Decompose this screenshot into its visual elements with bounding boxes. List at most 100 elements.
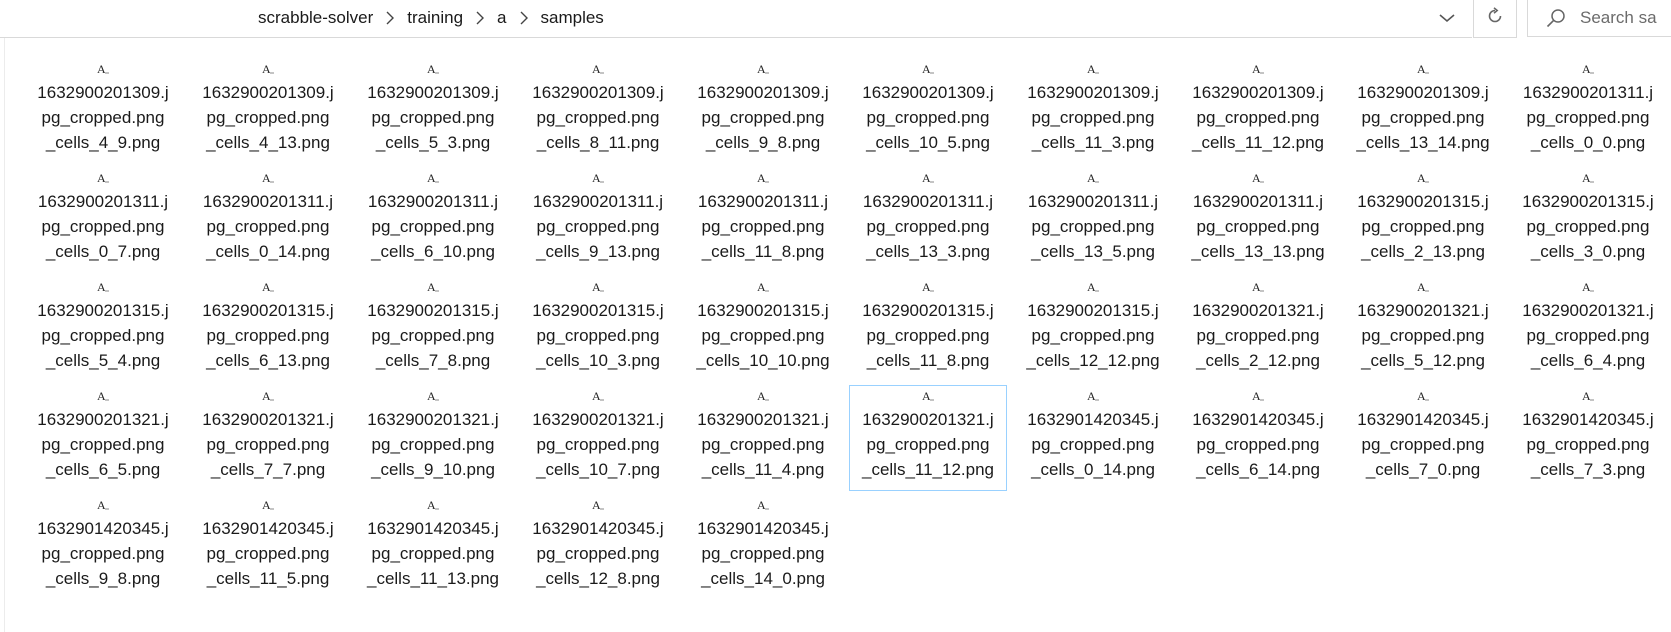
svg-text:A: A [427, 389, 436, 403]
file-item[interactable]: A 1632900201315.j pg_cropped.png _cells_10_… [519, 276, 677, 382]
file-item[interactable]: A 1632900201311.j pg_cropped.png _cells_13_… [849, 167, 1007, 273]
file-item[interactable]: A 1632900201315.j pg_cropped.png _cells_6_1… [189, 276, 347, 382]
file-name-line: _cells_11_13.png [366, 569, 499, 588]
svg-text:A: A [262, 171, 271, 185]
file-name-line: pg_cropped.png [206, 544, 330, 563]
file-name-line: 1632900201311.j [202, 192, 334, 211]
search-box[interactable] [1527, 0, 1671, 37]
file-item[interactable]: A 1632900201315.j pg_cropped.png _cells_5_4… [24, 276, 182, 382]
file-name-line: 1632900201309.j [1192, 83, 1324, 102]
file-item[interactable]: A 1632900201315.j pg_cropped.png _cells_12_… [1014, 276, 1172, 382]
file-item[interactable]: A 1632900201315.j pg_cropped.png _cells_2_1… [1344, 167, 1502, 273]
file-item[interactable]: A 1632901420345.j pg_cropped.png _cells_12_… [519, 494, 677, 600]
file-item[interactable]: A 1632900201315.j pg_cropped.png _cells_10_… [684, 276, 842, 382]
file-name: 1632901420345.j pg_cropped.png _cells_11_1… [358, 516, 508, 591]
svg-text:A: A [262, 62, 271, 76]
breadcrumb-item-samples[interactable]: samples [540, 8, 604, 27]
file-item[interactable]: A 1632900201309.j pg_cropped.png _cells_11_… [1179, 58, 1337, 164]
breadcrumb-item-training[interactable]: training [407, 8, 464, 27]
file-name-line: _cells_5_3.png [375, 133, 491, 152]
file-item[interactable]: A 1632900201309.j pg_cropped.png _cells_11_… [1014, 58, 1172, 164]
svg-text:A: A [922, 389, 931, 403]
svg-text:A: A [1087, 171, 1096, 185]
file-item[interactable]: A 1632901420345.j pg_cropped.png _cells_14_… [684, 494, 842, 600]
file-name-line: _cells_14_0.png [701, 569, 825, 588]
file-name-line: pg_cropped.png [41, 108, 165, 127]
file-item[interactable]: A 1632901420345.j pg_cropped.png _cells_0_1… [1014, 385, 1172, 491]
file-item[interactable]: A 1632900201321.j pg_cropped.png _cells_6_5… [24, 385, 182, 491]
file-name-line: pg_cropped.png [1526, 326, 1650, 345]
file-item[interactable]: A 1632900201309.j pg_cropped.png _cells_4_9… [24, 58, 182, 164]
chevron-right-icon[interactable] [469, 7, 491, 29]
file-name-line: 1632900201315.j [697, 301, 829, 320]
file-item[interactable]: A 1632900201311.j pg_cropped.png _cells_9_1… [519, 167, 677, 273]
file-item[interactable]: A 1632900201311.j pg_cropped.png _cells_11_… [684, 167, 842, 273]
file-item[interactable]: A 1632901420345.j pg_cropped.png _cells_6_1… [1179, 385, 1337, 491]
file-item[interactable]: A 1632900201309.j pg_cropped.png _cells_4_1… [189, 58, 347, 164]
file-item[interactable]: A 1632900201321.j pg_cropped.png _cells_7_7… [189, 385, 347, 491]
font-file-icon: A [95, 170, 111, 186]
file-item[interactable]: A 1632900201321.j pg_cropped.png _cells_6_4… [1509, 276, 1667, 382]
file-item[interactable]: A 1632900201321.j pg_cropped.png _cells_11_… [684, 385, 842, 491]
svg-text:A: A [1417, 389, 1426, 403]
file-item[interactable]: A 1632900201311.j pg_cropped.png _cells_0_1… [189, 167, 347, 273]
file-name-line: 1632900201315.j [862, 301, 994, 320]
font-file-icon: A [260, 170, 276, 186]
file-name-line: _cells_6_13.png [206, 351, 330, 370]
file-name-line: 1632900201321.j [1357, 301, 1489, 320]
file-item[interactable]: A 1632900201321.j pg_cropped.png _cells_5_1… [1344, 276, 1502, 382]
file-item[interactable]: A 1632900201309.j pg_cropped.png _cells_9_8… [684, 58, 842, 164]
file-name: 1632900201311.j pg_cropped.png _cells_11_8… [688, 189, 838, 264]
file-item[interactable]: A 1632900201309.j pg_cropped.png _cells_13_… [1344, 58, 1502, 164]
svg-text:A: A [1252, 171, 1261, 185]
file-name-line: 1632900201321.j [1192, 301, 1324, 320]
file-item[interactable]: A 1632900201311.j pg_cropped.png _cells_13_… [1014, 167, 1172, 273]
file-item[interactable]: A 1632900201311.j pg_cropped.png _cells_0_0… [1509, 58, 1667, 164]
file-name-line: _cells_7_0.png [1365, 460, 1481, 479]
file-item[interactable]: A 1632901420345.j pg_cropped.png _cells_9_8… [24, 494, 182, 600]
search-input[interactable] [1580, 8, 1671, 28]
file-item[interactable]: A 1632900201321.j pg_cropped.png _cells_9_1… [354, 385, 512, 491]
file-item[interactable]: A 1632900201321.j pg_cropped.png _cells_11_… [849, 385, 1007, 491]
file-item[interactable]: A 1632900201311.j pg_cropped.png _cells_6_1… [354, 167, 512, 273]
file-name-line: 1632900201311.j [697, 192, 829, 211]
file-name-line: 1632900201311.j [1522, 83, 1654, 102]
file-item[interactable]: A 1632900201309.j pg_cropped.png _cells_5_3… [354, 58, 512, 164]
file-name-line: 1632901420345.j [202, 519, 334, 538]
address-bar[interactable]: scrabble-solver training a samples [0, 0, 1472, 38]
file-item[interactable]: A 1632900201315.j pg_cropped.png _cells_3_0… [1509, 167, 1667, 273]
file-name: 1632900201311.j pg_cropped.png _cells_0_7.… [28, 189, 178, 264]
font-file-icon: A [95, 388, 111, 404]
breadcrumb-item-a[interactable]: a [497, 8, 507, 27]
chevron-right-icon[interactable] [379, 7, 401, 29]
file-name: 1632900201315.j pg_cropped.png _cells_3_0.… [1513, 189, 1663, 264]
file-name: 1632900201315.j pg_cropped.png _cells_11_8… [853, 298, 1003, 373]
svg-text:A: A [427, 62, 436, 76]
file-item[interactable]: A 1632900201311.j pg_cropped.png _cells_0_7… [24, 167, 182, 273]
file-item[interactable]: A 1632900201309.j pg_cropped.png _cells_8_1… [519, 58, 677, 164]
file-name-line: _cells_6_14.png [1196, 460, 1320, 479]
svg-text:A: A [97, 62, 106, 76]
chevron-right-icon[interactable] [513, 7, 535, 29]
file-item[interactable]: A 1632901420345.j pg_cropped.png _cells_11_… [189, 494, 347, 600]
breadcrumb-item-scrabble-solver[interactable]: scrabble-solver [258, 8, 374, 27]
file-item[interactable]: A 1632900201315.j pg_cropped.png _cells_11_… [849, 276, 1007, 382]
file-name: 1632900201309.j pg_cropped.png _cells_4_13… [193, 80, 343, 155]
file-name-line: 1632900201309.j [367, 83, 499, 102]
file-item[interactable]: A 1632901420345.j pg_cropped.png _cells_7_0… [1344, 385, 1502, 491]
file-item[interactable]: A 1632900201309.j pg_cropped.png _cells_10_… [849, 58, 1007, 164]
file-item[interactable]: A 1632901420345.j pg_cropped.png _cells_7_3… [1509, 385, 1667, 491]
svg-text:A: A [922, 171, 931, 185]
svg-text:A: A [592, 62, 601, 76]
refresh-button[interactable] [1473, 0, 1517, 38]
file-item[interactable]: A 1632900201321.j pg_cropped.png _cells_10_… [519, 385, 677, 491]
file-name-line: pg_cropped.png [206, 435, 330, 454]
file-name: 1632901420345.j pg_cropped.png _cells_6_14… [1183, 407, 1333, 482]
font-file-icon: A [260, 279, 276, 295]
file-name-line: 1632900201311.j [1192, 192, 1324, 211]
chevron-down-icon[interactable] [1432, 4, 1462, 32]
file-item[interactable]: A 1632900201315.j pg_cropped.png _cells_7_8… [354, 276, 512, 382]
file-item[interactable]: A 1632900201311.j pg_cropped.png _cells_13_… [1179, 167, 1337, 273]
file-item[interactable]: A 1632901420345.j pg_cropped.png _cells_11_… [354, 494, 512, 600]
file-item[interactable]: A 1632900201321.j pg_cropped.png _cells_2_1… [1179, 276, 1337, 382]
